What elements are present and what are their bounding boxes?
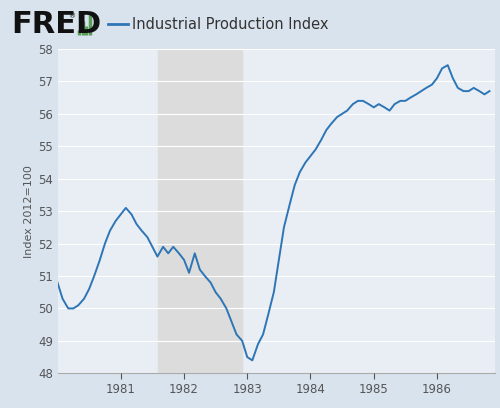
Text: FRED: FRED: [11, 10, 101, 39]
Bar: [158, 49, 242, 373]
Y-axis label: Index 2012=100: Index 2012=100: [24, 165, 34, 257]
Text: Industrial Production Index: Industrial Production Index: [132, 17, 328, 32]
Text: ®: ®: [68, 13, 75, 20]
